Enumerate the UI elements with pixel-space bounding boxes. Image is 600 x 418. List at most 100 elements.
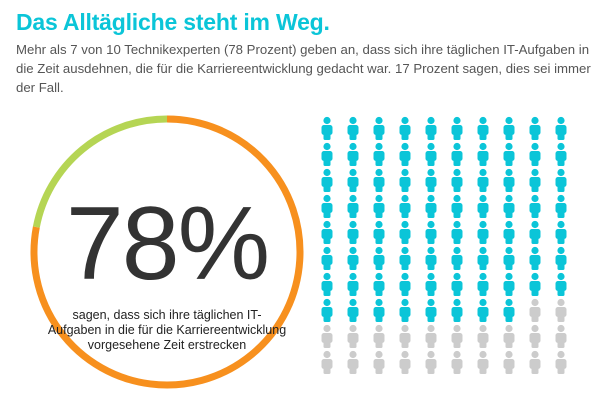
- person-icon: [373, 272, 385, 296]
- person-icon: [477, 168, 489, 192]
- person-icon: [529, 194, 541, 218]
- person-icon: [321, 324, 333, 348]
- person-icon: [347, 350, 359, 374]
- person-icon: [399, 272, 411, 296]
- person-icon: [321, 194, 333, 218]
- person-icon: [477, 324, 489, 348]
- person-icon: [503, 246, 515, 270]
- person-icon: [555, 246, 567, 270]
- person-icon: [347, 272, 359, 296]
- person-icon: [555, 298, 567, 322]
- person-icon: [321, 272, 333, 296]
- person-icon: [451, 116, 463, 140]
- person-icon: [347, 220, 359, 244]
- person-icon: [399, 220, 411, 244]
- person-icon: [555, 194, 567, 218]
- person-icon: [321, 220, 333, 244]
- person-icon: [399, 142, 411, 166]
- person-icon: [347, 298, 359, 322]
- person-icon: [373, 350, 385, 374]
- person-icon: [373, 142, 385, 166]
- person-icon: [321, 246, 333, 270]
- person-icon: [399, 324, 411, 348]
- person-icon: [347, 116, 359, 140]
- person-icon: [477, 220, 489, 244]
- person-icon: [529, 220, 541, 244]
- person-icon: [503, 272, 515, 296]
- person-icon: [347, 142, 359, 166]
- person-icon: [373, 324, 385, 348]
- person-icon: [529, 350, 541, 374]
- person-icon: [555, 116, 567, 140]
- person-icon: [321, 350, 333, 374]
- person-icon: [425, 194, 437, 218]
- person-icon: [477, 298, 489, 322]
- person-icon: [373, 116, 385, 140]
- person-icon: [347, 194, 359, 218]
- person-icon: [503, 116, 515, 140]
- person-icon: [555, 220, 567, 244]
- person-icon: [321, 116, 333, 140]
- person-icon: [555, 272, 567, 296]
- person-icon: [399, 350, 411, 374]
- person-icon: [529, 324, 541, 348]
- person-icon: [529, 168, 541, 192]
- person-icon: [529, 246, 541, 270]
- ring-caption: sagen, dass sich ihre täglichen IT-Aufga…: [47, 308, 287, 352]
- person-icon: [555, 350, 567, 374]
- person-icon: [555, 142, 567, 166]
- person-icon: [373, 298, 385, 322]
- person-icon: [503, 142, 515, 166]
- person-icon: [451, 168, 463, 192]
- person-icon: [451, 220, 463, 244]
- person-icon: [529, 116, 541, 140]
- person-icon: [477, 194, 489, 218]
- ring-percent-label: 78%: [65, 186, 270, 302]
- person-icon: [321, 298, 333, 322]
- person-icon: [503, 298, 515, 322]
- person-icon: [503, 350, 515, 374]
- person-icon: [399, 116, 411, 140]
- person-icon: [503, 168, 515, 192]
- person-icon: [477, 246, 489, 270]
- person-icon: [477, 272, 489, 296]
- person-icon: [477, 350, 489, 374]
- person-icon: [373, 194, 385, 218]
- person-icon: [503, 220, 515, 244]
- person-icon: [347, 168, 359, 192]
- person-icon: [425, 116, 437, 140]
- person-icon: [451, 246, 463, 270]
- person-icon: [477, 142, 489, 166]
- person-icon: [451, 142, 463, 166]
- person-icon: [347, 246, 359, 270]
- person-icon: [425, 142, 437, 166]
- person-icon: [425, 220, 437, 244]
- person-icon: [503, 194, 515, 218]
- person-icon: [529, 272, 541, 296]
- person-icon: [425, 168, 437, 192]
- person-icon: [503, 324, 515, 348]
- person-icon: [373, 220, 385, 244]
- page-subtitle: Mehr als 7 von 10 Technikexperten (78 Pr…: [16, 42, 591, 95]
- person-icon: [451, 194, 463, 218]
- person-icon: [451, 324, 463, 348]
- person-icon: [399, 168, 411, 192]
- person-icon: [451, 350, 463, 374]
- person-icon: [425, 298, 437, 322]
- person-icon: [529, 142, 541, 166]
- person-icon: [373, 168, 385, 192]
- ring-segment-rest: [32, 115, 168, 228]
- person-icon: [373, 246, 385, 270]
- person-icon: [425, 272, 437, 296]
- person-icon: [399, 194, 411, 218]
- person-icon: [425, 350, 437, 374]
- person-icon: [451, 272, 463, 296]
- person-icon: [321, 142, 333, 166]
- person-icon: [425, 246, 437, 270]
- ring-segment-main: [30, 115, 304, 389]
- person-icon: [425, 324, 437, 348]
- person-icon: [399, 298, 411, 322]
- person-icon: [555, 324, 567, 348]
